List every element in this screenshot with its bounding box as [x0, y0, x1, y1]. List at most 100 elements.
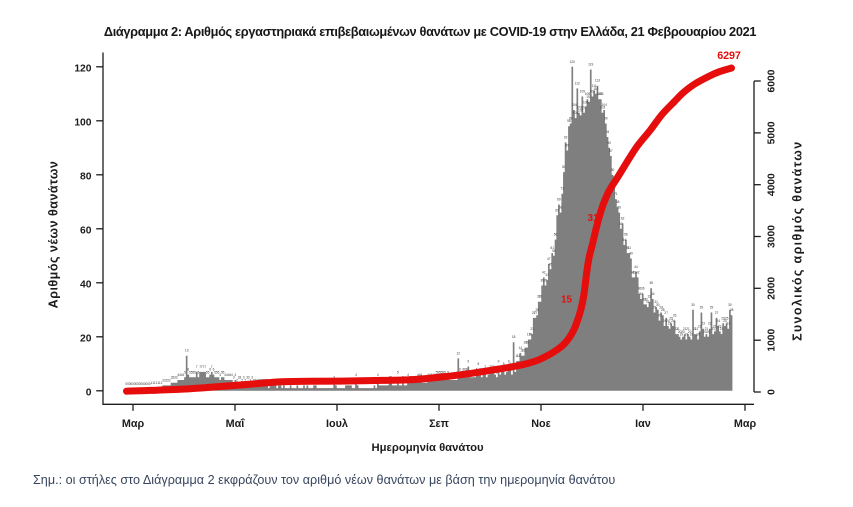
svg-text:60: 60 — [619, 222, 623, 226]
svg-text:4: 4 — [219, 373, 221, 377]
svg-text:25: 25 — [669, 316, 673, 320]
svg-text:1: 1 — [151, 381, 153, 385]
svg-text:5: 5 — [218, 370, 220, 374]
svg-text:5: 5 — [444, 370, 446, 374]
svg-text:98: 98 — [567, 119, 571, 123]
svg-text:13: 13 — [522, 349, 526, 353]
svg-text:40: 40 — [80, 280, 92, 291]
svg-text:31: 31 — [588, 213, 600, 224]
svg-text:18: 18 — [512, 335, 516, 339]
svg-text:69: 69 — [557, 198, 561, 202]
svg-text:5: 5 — [436, 370, 438, 374]
svg-text:25: 25 — [721, 316, 725, 320]
svg-text:44: 44 — [634, 265, 638, 269]
svg-text:20: 20 — [80, 334, 92, 345]
svg-text:6: 6 — [187, 368, 189, 372]
svg-text:5: 5 — [198, 370, 200, 374]
svg-text:21: 21 — [695, 327, 699, 331]
svg-text:38: 38 — [649, 281, 653, 285]
svg-text:107: 107 — [586, 95, 592, 99]
svg-text:3: 3 — [239, 376, 241, 380]
svg-text:2: 2 — [166, 378, 168, 382]
svg-text:24: 24 — [666, 319, 670, 323]
svg-text:99: 99 — [604, 117, 608, 121]
svg-text:0: 0 — [142, 382, 144, 386]
svg-text:21: 21 — [693, 327, 697, 331]
svg-text:5: 5 — [208, 370, 210, 374]
svg-text:12: 12 — [457, 351, 461, 355]
svg-text:51: 51 — [628, 246, 632, 250]
svg-text:5000: 5000 — [767, 121, 778, 144]
svg-text:6: 6 — [459, 368, 461, 372]
svg-text:0: 0 — [767, 389, 778, 395]
svg-text:13: 13 — [185, 349, 189, 353]
svg-text:33: 33 — [648, 295, 652, 299]
svg-text:39: 39 — [544, 279, 548, 283]
svg-text:26: 26 — [658, 314, 662, 318]
svg-text:19: 19 — [696, 333, 700, 337]
svg-text:56: 56 — [554, 233, 558, 237]
svg-text:20: 20 — [678, 330, 682, 334]
svg-text:19: 19 — [685, 333, 689, 337]
svg-text:6000: 6000 — [767, 69, 778, 92]
svg-text:50: 50 — [552, 249, 556, 253]
svg-text:Διάγραμμα 2: Αριθμός εργαστηρι: Διάγραμμα 2: Αριθμός εργαστηριακά επιβεβ… — [104, 24, 757, 39]
svg-text:42: 42 — [631, 270, 635, 274]
svg-text:45: 45 — [549, 262, 553, 266]
svg-text:19: 19 — [680, 333, 684, 337]
svg-text:11: 11 — [515, 354, 519, 358]
svg-text:3: 3 — [171, 376, 173, 380]
svg-text:2: 2 — [241, 378, 243, 382]
svg-text:8: 8 — [503, 362, 505, 366]
svg-text:104: 104 — [571, 103, 577, 107]
svg-text:0: 0 — [137, 382, 139, 386]
svg-text:19: 19 — [690, 333, 694, 337]
svg-text:113: 113 — [595, 79, 600, 83]
svg-text:120: 120 — [570, 60, 576, 64]
svg-text:0: 0 — [146, 382, 148, 386]
svg-text:3: 3 — [246, 376, 248, 380]
svg-text:0: 0 — [127, 382, 129, 386]
svg-text:4: 4 — [229, 373, 231, 377]
svg-text:65: 65 — [555, 208, 559, 212]
svg-text:23: 23 — [701, 322, 705, 326]
svg-text:0: 0 — [136, 382, 138, 386]
svg-text:Ημερομηνία θανάτου: Ημερομηνία θανάτου — [371, 442, 484, 454]
svg-text:5: 5 — [439, 370, 441, 374]
svg-text:25: 25 — [725, 316, 729, 320]
svg-text:2: 2 — [236, 378, 238, 382]
svg-text:4: 4 — [419, 373, 421, 377]
svg-text:7: 7 — [203, 365, 205, 369]
svg-text:0: 0 — [132, 382, 134, 386]
svg-text:2: 2 — [244, 378, 246, 382]
svg-text:92: 92 — [564, 135, 568, 139]
svg-text:0: 0 — [134, 382, 136, 386]
svg-text:30: 30 — [691, 303, 695, 307]
svg-text:7: 7 — [201, 365, 203, 369]
svg-text:28: 28 — [730, 308, 734, 312]
svg-text:1: 1 — [154, 381, 156, 385]
svg-text:5: 5 — [442, 370, 444, 374]
svg-text:23: 23 — [708, 322, 712, 326]
svg-text:24: 24 — [671, 319, 675, 323]
svg-text:4: 4 — [377, 373, 379, 377]
svg-text:56: 56 — [624, 233, 628, 237]
svg-text:108: 108 — [585, 92, 591, 96]
svg-text:3000: 3000 — [767, 225, 778, 248]
svg-text:6: 6 — [209, 368, 211, 372]
svg-text:Αριθμός νέων θανάτων: Αριθμός νέων θανάτων — [47, 161, 61, 309]
svg-text:101: 101 — [573, 111, 579, 115]
svg-text:21: 21 — [711, 327, 715, 331]
svg-text:27: 27 — [664, 311, 668, 315]
svg-text:4: 4 — [421, 373, 423, 377]
svg-text:1: 1 — [152, 381, 154, 385]
svg-text:4000: 4000 — [767, 173, 778, 196]
svg-text:32: 32 — [644, 297, 648, 301]
svg-text:Συνολικός αριθμός θανάτων: Συνολικός αριθμός θανάτων — [791, 140, 805, 340]
svg-text:60: 60 — [80, 226, 92, 237]
svg-text:3: 3 — [233, 376, 235, 380]
svg-text:Μαΐ: Μαΐ — [226, 418, 246, 430]
svg-text:5: 5 — [184, 370, 186, 374]
svg-text:9: 9 — [508, 360, 510, 364]
svg-text:23: 23 — [668, 322, 672, 326]
